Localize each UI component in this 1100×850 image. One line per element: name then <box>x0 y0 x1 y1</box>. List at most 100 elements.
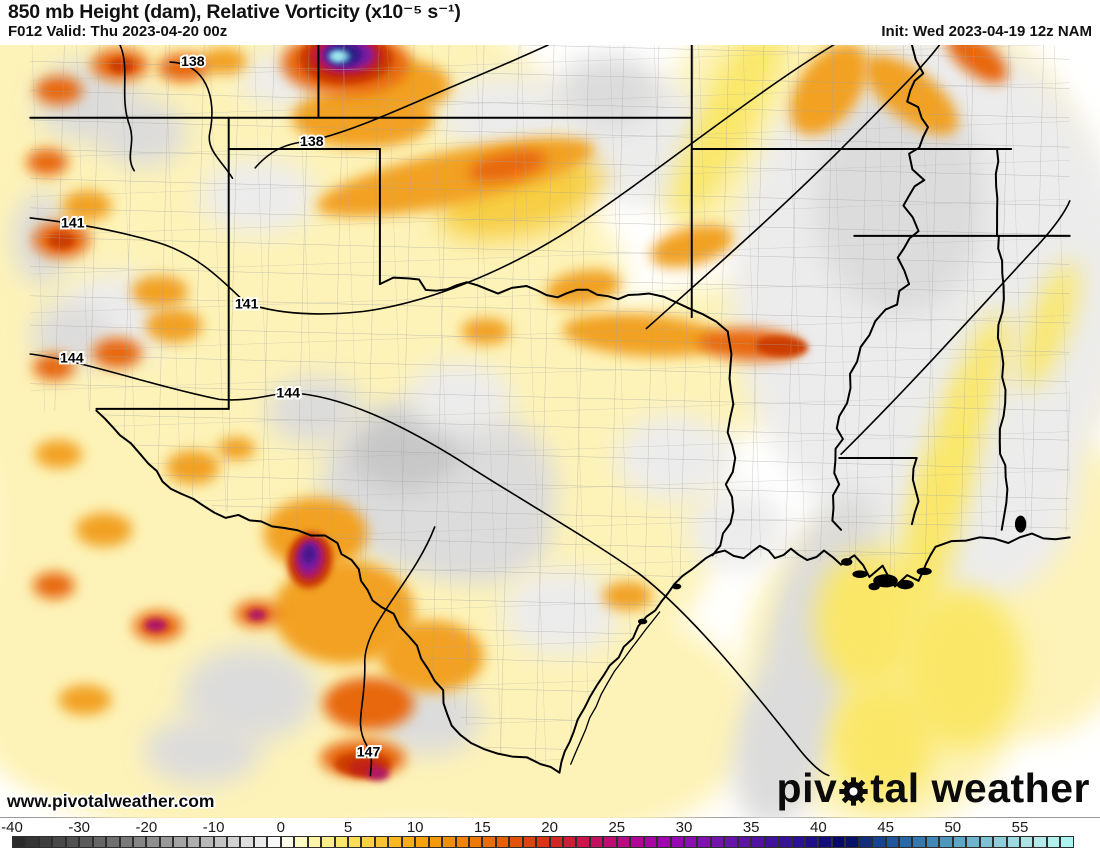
colorbar-segment <box>482 836 496 848</box>
vorticity-blob <box>33 572 75 599</box>
gear-icon <box>839 777 868 806</box>
colorbar-segment <box>428 836 443 848</box>
colorbar-segment <box>791 836 805 848</box>
colorbar-tick: 45 <box>877 819 894 836</box>
valid-time-label: F012 Valid: Thu 2023-04-20 00z <box>8 23 228 40</box>
colorbar-segment <box>294 836 308 848</box>
colorbar-segment <box>240 836 254 848</box>
colorbar-tick: -10 <box>202 819 225 836</box>
colorbar-segment <box>710 836 725 848</box>
colorbar-segment <box>724 836 738 848</box>
state-border <box>558 532 1071 774</box>
state-border <box>711 403 737 557</box>
gear-tooth <box>851 798 857 806</box>
colorbar-segment <box>885 836 900 848</box>
colorbar-segment <box>106 836 120 848</box>
init-time-label: Init: Wed 2023-04-19 12z NAM <box>881 23 1092 40</box>
colorbar-segment <box>993 836 1007 848</box>
colorbar-tick: 35 <box>742 819 760 836</box>
colorbar-segment <box>348 836 362 848</box>
colorbar-segment <box>831 836 846 848</box>
colorbar-segment <box>643 836 658 848</box>
height-contours <box>29 45 1071 777</box>
colorbar-segment <box>1006 836 1020 848</box>
state-border <box>831 45 929 531</box>
weather-map: 138 138 141 141 144 144 147 www.pivotalweather… <box>0 45 1100 818</box>
colorbar-segment <box>804 836 819 848</box>
colorbar-segment <box>979 836 994 848</box>
vorticity-blob <box>34 440 83 469</box>
colorbar-segment <box>1020 836 1034 848</box>
colorbar-segment <box>213 836 228 848</box>
colorbar-tick: 50 <box>944 819 962 836</box>
colorbar-segment <box>146 836 160 848</box>
colorbar-segment <box>495 836 510 848</box>
colorbar-segment <box>509 836 523 848</box>
colorbar-segment <box>186 836 201 848</box>
contour-label: 144 <box>276 385 300 401</box>
colorbar-tick: 55 <box>1011 819 1029 836</box>
height-contour <box>359 526 436 777</box>
colorbar-segment <box>119 836 133 848</box>
wetland-blob <box>868 582 880 591</box>
colorbar-tick: 25 <box>608 819 626 836</box>
colorbar-segment <box>25 836 39 848</box>
colorbar-segment <box>361 836 375 848</box>
colorbar-segment <box>616 836 631 848</box>
colorbar-segment <box>576 836 590 848</box>
colorbar-segment <box>939 836 953 848</box>
colorbar-segment <box>12 836 26 848</box>
vorticity-blob <box>830 680 935 803</box>
colorbar-segment <box>334 836 348 848</box>
colorbar-segment <box>630 836 644 848</box>
vorticity-blob <box>323 677 414 731</box>
colorbar-segment <box>415 836 429 848</box>
colorbar-segment <box>657 836 671 848</box>
wetland-blob <box>637 618 648 625</box>
state-borders <box>29 45 1071 774</box>
height-contour <box>645 45 941 330</box>
colorbar-segment <box>132 836 147 848</box>
vorticity-blob <box>302 544 316 564</box>
colorbar-segment <box>173 836 187 848</box>
contour-labels: 138 138 141 141 144 144 147 <box>58 52 382 763</box>
wetland-blob <box>916 567 932 576</box>
wetland-blob <box>896 579 914 590</box>
height-contour <box>840 200 1071 455</box>
colorbar-segment <box>159 836 174 848</box>
logo-text-left: piv <box>776 765 838 811</box>
contour-label: 144 <box>60 351 84 367</box>
colorbar-segment <box>751 836 765 848</box>
watermark-url: www.pivotalweather.com <box>7 791 215 811</box>
colorbar-segment <box>670 836 684 848</box>
vorticity-blob <box>733 674 824 818</box>
pivotal-weather-logo: piv tal weather <box>777 768 1090 809</box>
colorbar-segment <box>966 836 980 848</box>
contour-label: 147 <box>357 745 381 761</box>
state-border <box>570 611 661 765</box>
colorbar-segment <box>737 836 752 848</box>
vorticity-blob <box>247 609 267 621</box>
colorbar-segment <box>589 836 604 848</box>
colorbar-tick: 10 <box>406 819 424 836</box>
gear-tooth <box>851 777 857 785</box>
colorbar-segment <box>764 836 779 848</box>
colorbar-segment <box>603 836 617 848</box>
colorbar-segment <box>388 836 402 848</box>
height-contour <box>119 45 136 172</box>
colorbar-segment <box>1033 836 1047 848</box>
colorbar-tick: 30 <box>675 819 693 836</box>
colorbar-segment <box>52 836 66 848</box>
state-border <box>95 409 561 774</box>
vorticity-blob <box>144 618 168 632</box>
colorbar: -40 -30 -20 -10 0 5 10 15 20 25 30 35 40 45 50 55 <box>0 818 1100 850</box>
vorticity-blob <box>366 766 390 781</box>
state-border <box>996 234 1009 531</box>
colorbar-segment <box>845 836 859 848</box>
colorbar-segment <box>307 836 322 848</box>
colorbar-tick: 5 <box>343 819 353 836</box>
vorticity-blob <box>75 512 133 547</box>
colorbar-segment <box>925 836 940 848</box>
colorbar-segment <box>227 836 241 848</box>
